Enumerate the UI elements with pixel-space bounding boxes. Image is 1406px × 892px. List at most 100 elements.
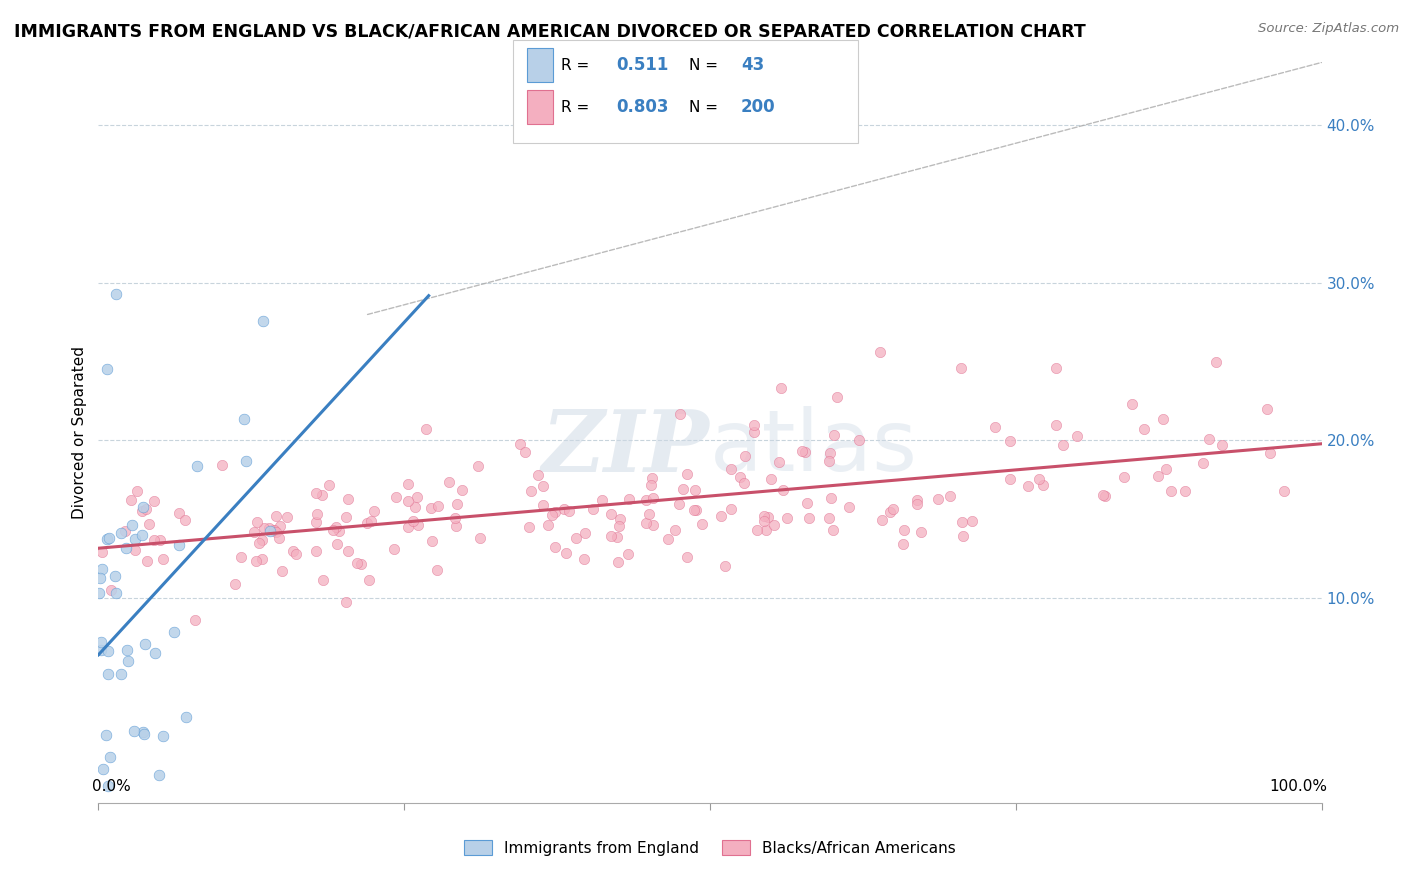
Point <box>264 525 287 540</box>
Point <box>1154 462 1177 476</box>
Point <box>952 529 974 543</box>
Point <box>134 727 156 741</box>
Point <box>120 492 142 507</box>
Point <box>328 524 350 538</box>
Text: N =: N = <box>689 58 723 72</box>
Point <box>742 425 765 439</box>
Point <box>553 502 575 516</box>
Point <box>960 514 983 528</box>
Point <box>582 502 605 516</box>
Point <box>250 552 273 566</box>
Point <box>818 454 841 468</box>
Point <box>167 506 190 520</box>
Point <box>683 483 706 497</box>
Point <box>385 490 408 504</box>
Point <box>450 483 472 497</box>
Point <box>1028 472 1050 486</box>
Point <box>641 471 664 485</box>
Point <box>97 779 120 793</box>
Point <box>574 525 596 540</box>
Point <box>891 537 914 551</box>
Point <box>269 519 291 533</box>
Text: R =: R = <box>561 100 595 114</box>
Point <box>742 417 765 432</box>
Point <box>398 477 420 491</box>
Point <box>641 491 664 505</box>
Point <box>728 470 751 484</box>
Point <box>1192 457 1215 471</box>
Point <box>250 533 273 548</box>
Point <box>245 554 267 568</box>
Point <box>415 422 437 436</box>
Point <box>134 637 156 651</box>
Point <box>350 557 373 571</box>
Point <box>470 531 492 545</box>
Point <box>1160 484 1182 499</box>
Point <box>97 643 120 657</box>
Point <box>100 583 122 598</box>
Point <box>91 545 114 559</box>
Point <box>382 542 405 557</box>
Point <box>267 531 290 545</box>
Point <box>135 554 157 568</box>
Point <box>509 437 531 451</box>
Point <box>401 514 423 528</box>
Point <box>607 519 630 533</box>
Point <box>869 344 891 359</box>
Text: 100.0%: 100.0% <box>1270 780 1327 794</box>
Point <box>229 550 252 565</box>
Point <box>235 453 257 467</box>
Point <box>1147 469 1170 483</box>
Point <box>285 547 308 561</box>
Point <box>1092 488 1115 502</box>
Point <box>710 508 733 523</box>
Point <box>396 520 419 534</box>
Text: IMMIGRANTS FROM ENGLAND VS BLACK/AFRICAN AMERICAN DIVORCED OR SEPARATED CORRELAT: IMMIGRANTS FROM ENGLAND VS BLACK/AFRICAN… <box>14 22 1085 40</box>
Point <box>1256 401 1278 416</box>
Text: 0.0%: 0.0% <box>93 780 131 794</box>
Point <box>253 521 276 535</box>
Point <box>271 565 294 579</box>
Point <box>755 523 778 537</box>
Point <box>252 314 274 328</box>
Point <box>1258 446 1281 460</box>
Text: 43: 43 <box>741 56 765 74</box>
Point <box>346 556 368 570</box>
Point <box>444 519 467 533</box>
Point <box>105 287 128 301</box>
Point <box>446 497 468 511</box>
Point <box>1017 479 1039 493</box>
Point <box>174 710 197 724</box>
Point <box>93 763 115 777</box>
Point <box>607 555 630 569</box>
Point <box>537 517 560 532</box>
Point <box>96 532 118 546</box>
Point <box>821 523 844 537</box>
Point <box>939 489 962 503</box>
Point <box>1272 483 1295 498</box>
Point <box>325 536 347 550</box>
Point <box>544 505 567 519</box>
Point <box>305 515 328 529</box>
Point <box>823 428 845 442</box>
Point <box>685 503 707 517</box>
Point <box>122 724 145 739</box>
Point <box>905 497 928 511</box>
Point <box>356 516 378 530</box>
Point <box>110 525 132 540</box>
Point <box>641 518 664 533</box>
Point <box>515 445 537 459</box>
Point <box>322 523 344 537</box>
Point <box>752 508 775 523</box>
Point <box>443 510 465 524</box>
Point <box>683 503 706 517</box>
Point <box>609 512 631 526</box>
Point <box>772 483 794 498</box>
Point <box>143 494 166 508</box>
Point <box>404 500 426 515</box>
Point <box>90 643 112 657</box>
Point <box>360 514 382 528</box>
Point <box>143 646 166 660</box>
Point <box>184 613 207 627</box>
Point <box>910 524 932 539</box>
